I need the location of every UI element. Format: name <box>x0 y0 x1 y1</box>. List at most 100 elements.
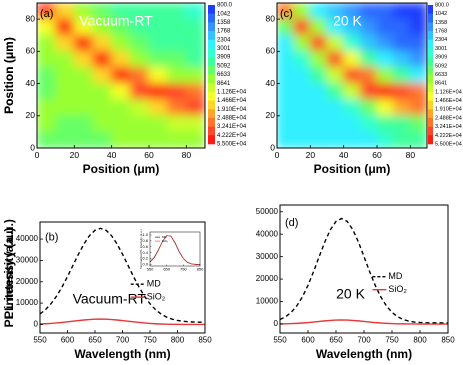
heatmap-panel: 800.0 1042 1358 1768 2304 3001 3909 5092 6633 864… <box>2 2 247 176</box>
x-axis-label: Position (μm) <box>83 162 160 176</box>
heatmap-cell <box>55 131 75 148</box>
x-tick-label: 40 <box>107 150 117 160</box>
heatmap-cell <box>148 66 169 85</box>
legend-label: MD <box>147 279 161 289</box>
colorbar-segment <box>428 31 433 41</box>
colorbar-segment <box>208 74 215 84</box>
y-tick-label: 0 <box>30 142 35 152</box>
heatmap-cell <box>37 99 57 117</box>
colorbar-tick-label: 4.222E+04 <box>435 133 462 139</box>
colorbar-segment <box>428 126 433 136</box>
colorbar-segment <box>428 91 433 101</box>
heatmap-cell <box>359 99 378 117</box>
x-tick-label: 550 <box>273 335 287 344</box>
heatmap-cell <box>167 83 187 101</box>
x-axis-label: Position (μm) <box>314 162 391 176</box>
heatmap-cell <box>409 66 427 85</box>
heatmap-cell <box>409 50 427 68</box>
colorbar-tick-label: 5.500E+04 <box>217 142 247 148</box>
legend-label: SiO₂ <box>388 284 407 294</box>
colorbar-segment <box>208 13 215 23</box>
y-tick-label: 60 <box>26 46 36 56</box>
heatmap-cell <box>393 34 411 52</box>
heatmap-cell <box>37 34 57 52</box>
heatmap-cell <box>129 66 150 85</box>
colorbar-segment <box>208 5 215 14</box>
x-tick-label: 700 <box>116 335 130 344</box>
heatmap-cell <box>92 34 113 52</box>
heatmap-cell <box>409 34 427 52</box>
heatmap-cell <box>409 3 427 20</box>
colorbar-segment <box>208 126 215 136</box>
x-tick-label: 20 <box>306 150 316 160</box>
series-lines <box>280 217 448 325</box>
heatmap-cell <box>148 83 169 101</box>
heatmap-cell <box>185 50 205 68</box>
y-tick-label: 40 <box>266 78 276 88</box>
heatmap-cell <box>167 3 187 20</box>
x-tick-label: 0 <box>35 150 40 160</box>
heatmap-cell <box>111 3 131 20</box>
y-tick-label: 20000 <box>256 274 279 283</box>
colorbar-segment <box>428 65 433 75</box>
y-tick-label: 0 <box>270 142 275 152</box>
heatmap-cell <box>167 50 187 68</box>
x-tick-label: 600 <box>301 335 315 344</box>
heatmap-cell <box>309 50 328 68</box>
y-tick-label: 0.4 <box>142 250 148 255</box>
x-tick-label: 750 <box>143 335 157 344</box>
heatmap-cell <box>37 18 57 36</box>
heatmap-cell <box>92 83 113 101</box>
heatmap-cell <box>359 3 378 20</box>
heatmap-cell <box>55 3 75 20</box>
heatmap-cell <box>293 50 311 68</box>
heatmap-cell <box>343 131 361 148</box>
colorbar-segment <box>428 83 433 93</box>
heatmap-cell <box>376 50 395 68</box>
heatmap-cell <box>92 131 113 148</box>
y-tick-label: 80 <box>26 13 36 23</box>
colorbar-tick-label: 1768 <box>217 29 231 35</box>
heatmap-cell <box>111 83 131 101</box>
colorbar-tick-label: 1042 <box>435 11 447 17</box>
y-tick-label: 60 <box>266 46 276 56</box>
y-tick-label: 40000 <box>16 234 39 243</box>
colorbar-segment <box>208 83 215 93</box>
heatmap-cell <box>309 131 328 148</box>
heatmap-cell <box>73 83 94 101</box>
heatmap-cell <box>343 66 361 85</box>
heatmap-cell <box>326 99 345 117</box>
heatmap-cell <box>409 18 427 36</box>
colorbar-tick-label: 3909 <box>217 55 231 61</box>
y-tick-label: 20 <box>26 110 36 120</box>
heatmap-cell <box>343 99 361 117</box>
heatmap-cell <box>37 83 57 101</box>
x-tick-label: 800 <box>171 335 185 344</box>
heatmap-cell <box>55 83 75 101</box>
heatmap-cell <box>55 34 75 52</box>
x-tick-label: 850 <box>441 335 455 344</box>
y-axis-label: PL intensity (a.u.) <box>2 219 16 319</box>
x-axis-label: Wavelength (nm) <box>74 347 170 361</box>
series-lines <box>40 227 205 326</box>
heatmap-cell <box>309 115 328 133</box>
heatmap-cell <box>148 115 169 133</box>
heatmap-cell <box>359 131 378 148</box>
heatmap-blur <box>277 3 427 148</box>
colorbar-segment <box>208 39 215 49</box>
heatmap-cell <box>111 115 131 133</box>
heatmap-cell <box>111 66 131 85</box>
series-line <box>280 319 448 325</box>
heatmap-cell <box>277 18 295 36</box>
heatmap-cell <box>326 50 345 68</box>
colorbar-tick-label: 3001 <box>435 46 447 52</box>
heatmap-cell <box>185 99 205 117</box>
heatmap-cells <box>277 3 427 148</box>
x-tick-label: 20 <box>70 150 80 160</box>
series-line <box>150 235 200 265</box>
heatmap-cell <box>393 18 411 36</box>
plot-frame <box>279 204 449 334</box>
heatmap-cell <box>277 66 295 85</box>
colorbar-tick-label: 5092 <box>435 63 447 69</box>
y-tick-label: 0 <box>274 319 279 328</box>
